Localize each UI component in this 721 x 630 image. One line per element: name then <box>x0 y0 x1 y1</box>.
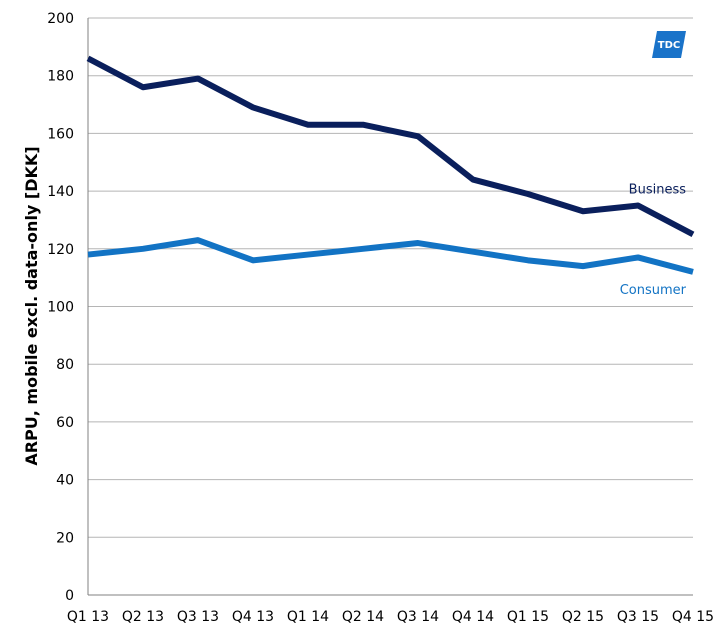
x-tick-label: Q1 13 <box>67 609 109 625</box>
x-tick-label: Q1 15 <box>507 609 549 625</box>
series-line-business <box>86 55 695 238</box>
x-tick-label: Q3 13 <box>177 609 219 625</box>
y-tick-label: 0 <box>65 588 74 604</box>
y-tick-label: 140 <box>47 184 74 200</box>
x-tick-label: Q4 15 <box>672 609 714 625</box>
x-tick-label: Q3 15 <box>617 609 659 625</box>
x-tick-labels: Q1 13 Q2 13 Q3 13 Q4 13 Q1 14 Q2 14 Q3 14 Q4 14… <box>67 609 714 625</box>
y-tick-labels: 0 20 40 60 80 100 120 140 160 180 200 <box>47 11 74 604</box>
y-axis-title: ARPU, mobile excl. data-only [DKK] <box>22 146 41 465</box>
y-tick-label: 200 <box>47 11 74 27</box>
x-tick-label: Q3 14 <box>397 609 439 625</box>
tdc-logo-icon <box>652 31 686 58</box>
series-label-business: Business <box>629 183 687 198</box>
y-tick-label: 20 <box>56 530 74 546</box>
tdc-logo: TDC <box>652 31 686 58</box>
x-tick-label: Q4 14 <box>452 609 494 625</box>
y-tick-label: 40 <box>56 473 74 489</box>
y-tick-label: 80 <box>56 357 74 373</box>
y-tick-label: 160 <box>47 126 74 142</box>
series-line-consumer <box>87 237 694 275</box>
gridlines <box>88 17 693 538</box>
y-tick-label: 100 <box>47 300 74 316</box>
y-tick-label: 180 <box>47 69 74 85</box>
x-tick-label: Q2 13 <box>122 609 164 625</box>
y-tick-label: 120 <box>47 242 74 258</box>
series-label-consumer: Consumer <box>620 283 687 298</box>
series-labels: Business Consumer <box>620 183 687 298</box>
y-tick-label: 60 <box>56 415 74 431</box>
x-tick-label: Q1 14 <box>287 609 329 625</box>
x-tick-label: Q4 13 <box>232 609 274 625</box>
logo-text: TDC <box>658 40 680 51</box>
series-lines <box>86 55 695 275</box>
x-tick-label: Q2 15 <box>562 609 604 625</box>
x-tick-label: Q2 14 <box>342 609 384 625</box>
